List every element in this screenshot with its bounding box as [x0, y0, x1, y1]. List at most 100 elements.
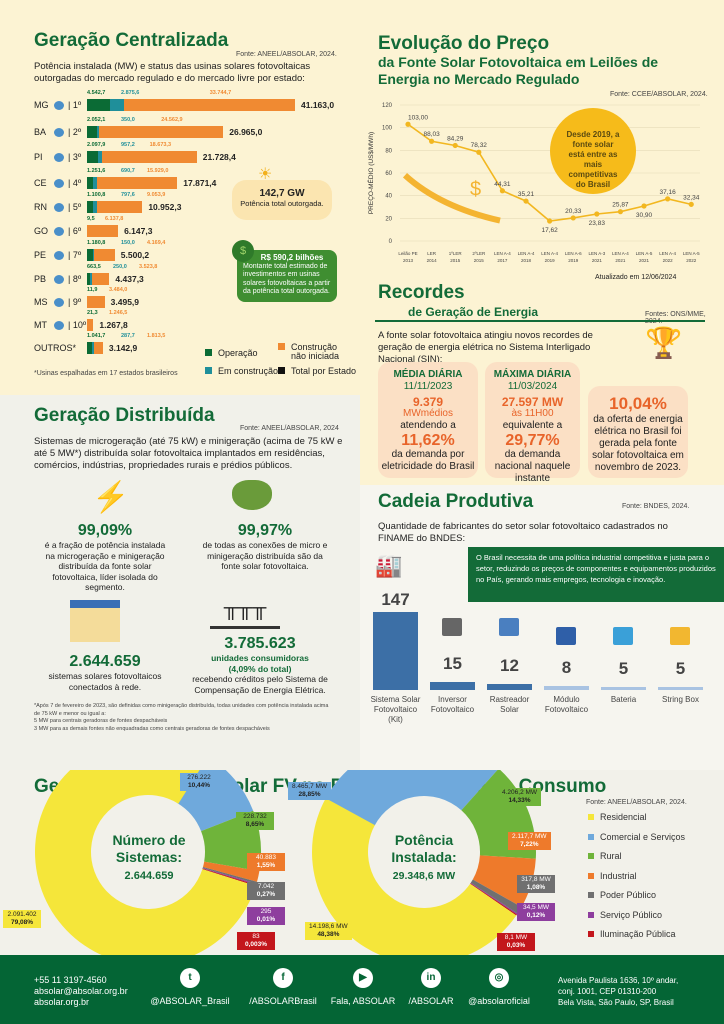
- bar-value: 287,7: [121, 333, 135, 339]
- records-intro: A fonte solar fotovoltaica atingiu novos…: [378, 330, 593, 365]
- sistemas-slice-0: [35, 770, 256, 955]
- email-link[interactable]: absolar@absolar.org.br: [34, 986, 128, 996]
- potencia-label-4: 317,8 MW 1,08%: [517, 875, 555, 893]
- bar-value: 3.523,8: [139, 264, 158, 270]
- bar-operacao: [87, 201, 93, 213]
- label-value: 295: [260, 908, 272, 915]
- legend-item: Poder Público: [588, 890, 656, 900]
- state-flag-icon: [54, 251, 64, 260]
- contact: +55 11 3197-4560 absolar@absolar.org.br …: [34, 975, 128, 1008]
- state-flag-icon: [54, 298, 64, 307]
- bar-value: 250,0: [113, 264, 127, 270]
- state-flag-icon: [54, 203, 64, 212]
- state-code: PB: [34, 274, 47, 284]
- sistemas-center: Número de Sistemas: 2.644.659: [112, 832, 186, 882]
- state-rank: | 8º: [68, 274, 82, 284]
- x-tick-label: 2015: [474, 258, 485, 263]
- data-label: 84,29: [447, 135, 464, 142]
- label-pct: 0,12%: [526, 912, 546, 919]
- gd-stat-potencia: 99,09% é a fração de potência instalada n…: [44, 522, 166, 592]
- solar-panel-icon: ☀: [258, 166, 273, 183]
- data-label: 32,34: [683, 194, 700, 201]
- inv-label: Montante total estimado de investimentos…: [243, 262, 331, 296]
- price-subtitle: da Fonte Solar Fotovoltaica em Leilões d…: [378, 54, 659, 87]
- phone[interactable]: +55 11 3197-4560: [34, 975, 107, 985]
- social-handle[interactable]: Fala, ABSOLAR: [330, 996, 396, 1006]
- legend-label: Rural: [600, 851, 622, 861]
- state-code: BA: [34, 127, 47, 137]
- linkedin-icon[interactable]: in: [421, 968, 441, 988]
- state-flag-icon: [54, 101, 64, 110]
- social-handle[interactable]: @absolaroficial: [468, 996, 530, 1006]
- state-rank: | 1º: [68, 100, 82, 110]
- label-pct: 0,01%: [256, 916, 276, 923]
- site-link[interactable]: absolar.org.br: [34, 997, 90, 1007]
- bar-total: 6.147,3: [124, 226, 153, 236]
- instagram-icon[interactable]: ◎: [489, 968, 509, 988]
- twitter-icon[interactable]: t: [180, 968, 200, 988]
- gd-intro: Sistemas de microgeração (até 75 kW) e m…: [34, 436, 343, 471]
- state-code: GO: [34, 226, 49, 236]
- bar-value: 1.100,8: [87, 192, 106, 198]
- preco-recordes-section: Evolução do Preço da Fonte Solar Fotovol…: [360, 0, 724, 485]
- gd-title: Geração Distribuída: [34, 405, 215, 426]
- bar-total: 4.437,3: [115, 274, 144, 284]
- social-handle[interactable]: /ABSOLAR: [408, 996, 454, 1006]
- label-pct: 48,38%: [317, 931, 340, 938]
- bar-value: 690,7: [121, 168, 135, 174]
- data-label: 103,00: [408, 114, 428, 121]
- bar-label: Módulo Fotovoltaico: [544, 695, 589, 714]
- bar-nao-iniciada: [93, 249, 115, 261]
- youtube-icon[interactable]: ▶: [353, 968, 373, 988]
- x-tick-label: Leilão PE: [398, 251, 417, 256]
- state-rank: | 5º: [68, 202, 82, 212]
- label-pct: 7,22%: [520, 841, 539, 848]
- x-tick-label: LEN A-4: [518, 251, 535, 256]
- state-rank: | 7º: [68, 250, 82, 260]
- potencia-label-5: 34,5 MW 0,12%: [517, 903, 555, 921]
- label-pct: 14,33%: [508, 797, 531, 804]
- label-pct: 0,27%: [256, 891, 276, 898]
- legend-swatch: [588, 814, 594, 820]
- legend-swatch: [588, 833, 594, 840]
- y-tick-label: 80: [385, 148, 392, 154]
- label-value: 228.732: [243, 813, 267, 820]
- product-icon: [442, 618, 462, 636]
- legend-item: Comercial e Serviços: [588, 832, 685, 842]
- total-power-card: 142,7 GW Potência total outorgada.: [232, 180, 332, 220]
- trophy-icon: 🏆: [645, 327, 683, 360]
- potencia-slice-0: [312, 798, 517, 955]
- data-label: 88,03: [423, 131, 440, 138]
- x-tick-label: LEN A-4: [612, 251, 629, 256]
- bar-total: 26.965,0: [229, 127, 263, 137]
- x-tick-label: 2018: [521, 258, 532, 263]
- price-title: Evolução do Preço: [378, 33, 550, 54]
- bar-total: 3.495,9: [110, 297, 140, 307]
- data-label: 37,16: [659, 189, 676, 196]
- oferta-card: 10,04% da oferta de energia elétrica no B…: [588, 386, 688, 478]
- bar-1: [430, 682, 475, 690]
- x-tick-label: LEN A-4: [659, 251, 676, 256]
- y-tick-label: 120: [382, 103, 393, 109]
- bar-nao-iniciada: [91, 273, 110, 285]
- legend-swatch: [588, 892, 594, 898]
- grid-poles-icon: ╥╥╥: [210, 593, 280, 629]
- facebook-icon[interactable]: f: [273, 968, 293, 988]
- sistemas-label-2: 228.732 8,65%: [236, 812, 274, 830]
- legend-nao-iniciada: Construção não iniciada: [278, 343, 348, 361]
- legend-label: Residencial: [600, 812, 647, 822]
- potencia-label-0: 14.198,6 MW 48,38%: [305, 922, 352, 940]
- social-handle[interactable]: @ABSOLAR_Brasil: [150, 996, 230, 1006]
- x-tick-label: LEN A-4: [494, 251, 511, 256]
- bar-operacao: [87, 126, 98, 138]
- label-value: 8.465,7 MW: [292, 783, 328, 790]
- state-rank: | 3º: [68, 152, 82, 162]
- bar-0: [373, 612, 418, 690]
- cadeia-produtiva-section: Cadeia Produtiva Fonte: BNDES, 2024. Qua…: [360, 485, 724, 770]
- bar-value: 957,2: [121, 142, 135, 148]
- bar-value: 3.484,0: [109, 287, 128, 293]
- records-subtitle: de Geração de Energia: [408, 305, 539, 319]
- section-title: Geração Centralizada: [34, 30, 229, 51]
- bar-value: 33.744,7: [209, 90, 232, 96]
- social-handle[interactable]: /ABSOLARBrasil: [249, 996, 317, 1006]
